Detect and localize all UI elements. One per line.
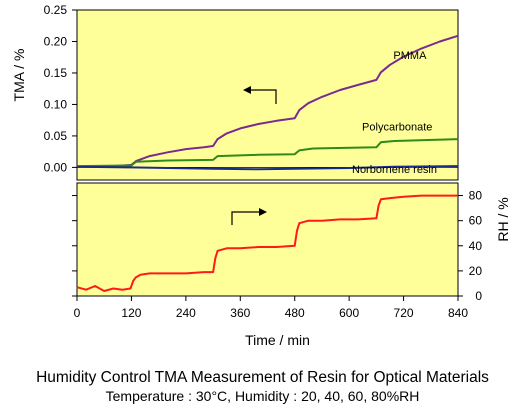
chart-title: Humidity Control TMA Measurement of Resi… — [36, 369, 489, 386]
tma-y-tick-label: 0.05 — [44, 129, 68, 143]
rh-y-tick-label: 40 — [469, 239, 483, 253]
rh-y-tick-label: 20 — [469, 264, 483, 278]
series-label: PMMA — [393, 50, 427, 62]
tma-series-line-1 — [76, 138, 459, 168]
rh-y-tick-label: 60 — [469, 214, 483, 228]
tma-axis-arrow-head — [243, 86, 251, 94]
rh-y-tick-label: 80 — [469, 189, 483, 203]
tma-y-tick-label: 0.00 — [44, 160, 68, 174]
rh-y-tick-label: 0 — [475, 289, 482, 303]
tma-y-tick-label: 0.15 — [44, 66, 68, 80]
x-tick-label: 360 — [230, 306, 250, 320]
tma-y-tick-label: 0.20 — [44, 34, 68, 48]
x-tick-label: 0 — [74, 306, 81, 320]
rh-axis-title: RH / % — [495, 197, 511, 241]
x-axis-title: Time / min — [245, 332, 310, 348]
rh-series-line-0 — [76, 194, 458, 292]
upper-plot-area — [76, 9, 459, 181]
tma-axis-arrow — [250, 89, 277, 104]
tma-series-line-0 — [76, 34, 459, 168]
tma-y-tick-label: 0.10 — [44, 97, 68, 111]
tma-axis-title: TMA / % — [11, 49, 27, 102]
chart-subtitle: Temperature : 30°C, Humidity : 20, 40, 6… — [105, 388, 420, 404]
x-tick-label: 720 — [394, 306, 414, 320]
rh-axis-arrow — [231, 211, 260, 225]
rh-axis-arrow-head — [259, 208, 267, 216]
x-tick-label: 600 — [339, 306, 359, 320]
tma-y-tick-label: 0.25 — [44, 3, 68, 17]
x-tick-label: 120 — [121, 306, 141, 320]
x-tick-label: 240 — [176, 306, 196, 320]
x-tick-label: 480 — [285, 306, 305, 320]
lower-plot-area — [76, 182, 459, 297]
series-label: Norbornene resin — [352, 164, 437, 176]
x-tick-label: 840 — [448, 306, 468, 320]
tma-series-line-2 — [76, 165, 459, 171]
series-label: Polycarbonate — [362, 121, 432, 133]
